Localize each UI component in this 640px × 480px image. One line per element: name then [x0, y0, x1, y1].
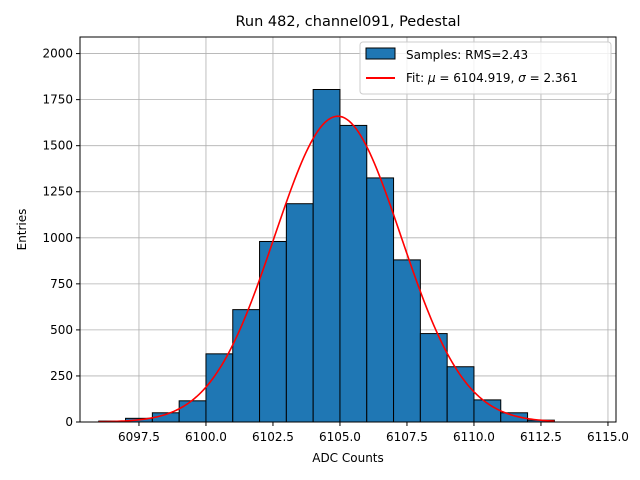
x-axis-ticks: 6097.5 6100.0 6102.5 6105.0 6107.5 6110.0 6112…: [118, 422, 629, 444]
y-tick-label: 750: [50, 277, 73, 291]
legend-fit-mu-symbol: μ: [427, 71, 436, 85]
y-tick-label: 500: [50, 323, 73, 337]
legend-samples-label: Samples: RMS=2.43: [406, 48, 528, 62]
y-tick-label: 1750: [42, 93, 73, 107]
legend-fit-label: Fit: μ = 6104.919, σ = 2.361: [406, 71, 578, 85]
fit-curve-group: [98, 115, 555, 423]
y-axis-ticks: 0 250 500 750 1000 1250 1500 1750 2000: [42, 47, 80, 429]
legend-fit-sigma-value: 2.361: [543, 71, 577, 85]
x-axis-label: ADC Counts: [312, 451, 384, 465]
fit-curve: [98, 115, 555, 423]
y-tick-label: 1250: [42, 185, 73, 199]
x-tick-label: 6097.5: [118, 430, 160, 444]
histogram-bar: [366, 177, 395, 423]
legend-fit-mu-value: 6104.919: [453, 71, 510, 85]
x-tick-label: 6102.5: [252, 430, 294, 444]
y-tick-label: 0: [65, 415, 73, 429]
histogram-bar: [339, 124, 368, 423]
x-tick-label: 6100.0: [185, 430, 227, 444]
legend-box: [359, 41, 612, 95]
histogram-bar: [312, 89, 341, 423]
x-tick-label: 6115.0: [587, 430, 629, 444]
x-tick-label: 6112.5: [520, 430, 562, 444]
x-tick-label: 6110.0: [453, 430, 495, 444]
histogram-bar: [232, 309, 261, 423]
histogram-bar: [419, 333, 448, 423]
x-tick-label: 6105.0: [319, 430, 361, 444]
y-tick-label: 250: [50, 369, 73, 383]
y-tick-label: 1000: [42, 231, 73, 245]
legend: Samples: RMS=2.43 Fit: μ = 6104.919, σ =…: [359, 41, 612, 95]
y-axis-label: Entries: [15, 209, 29, 251]
x-tick-label: 6107.5: [386, 430, 428, 444]
plot-frame: [79, 36, 617, 423]
histogram-bar: [393, 259, 421, 423]
histogram-bar: [178, 400, 207, 423]
legend-fit-prefix: Fit:: [406, 71, 428, 85]
histogram-bar: [285, 203, 314, 423]
legend-fit-sigma-symbol: σ: [518, 71, 526, 85]
histogram-bar: [205, 353, 234, 423]
legend-samples-swatch: [365, 47, 396, 60]
y-tick-label: 2000: [42, 47, 73, 61]
y-tick-label: 1500: [42, 139, 73, 153]
chart-title: Run 482, channel091, Pedestal: [235, 14, 460, 30]
histogram-bars: [98, 89, 555, 423]
